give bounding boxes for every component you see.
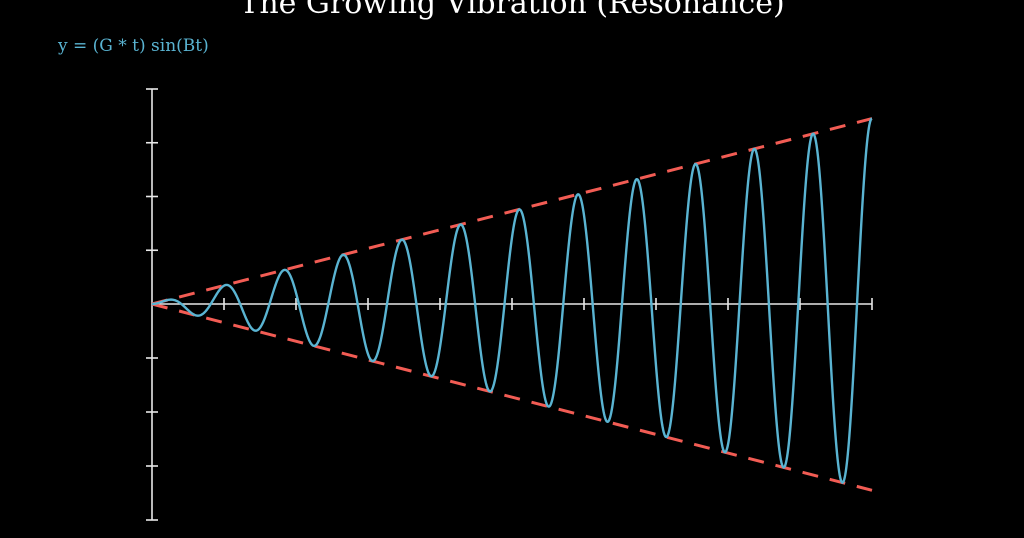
oscillation-series [151, 117, 873, 484]
chart-title: The Growing Vibration (Resonance) [239, 0, 785, 21]
upper-envelope-line [151, 117, 873, 306]
equation-label: y = (G * t) sin(Bt) [58, 36, 209, 56]
lower-envelope-line [151, 302, 873, 492]
oscillation-curve [151, 117, 873, 484]
axes [146, 88, 873, 521]
envelope-lines [151, 117, 873, 492]
